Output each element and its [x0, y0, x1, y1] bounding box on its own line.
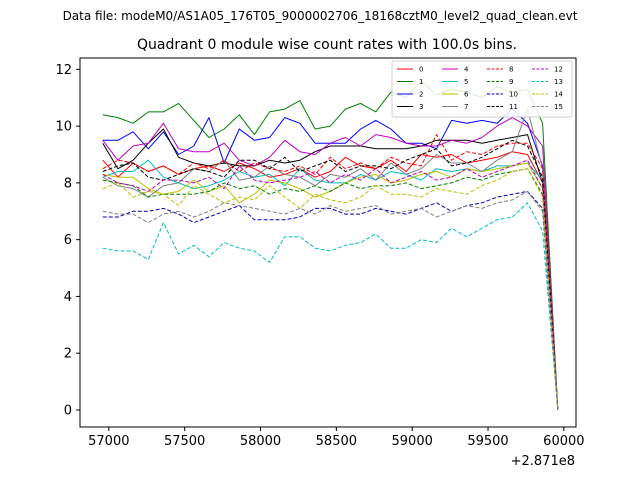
x-tick-label: 59500: [467, 434, 508, 449]
legend-label-15: 15: [554, 103, 563, 111]
y-tick-label: 0: [64, 403, 72, 418]
y-tick-label: 2: [64, 347, 72, 362]
legend-label-12: 12: [554, 66, 563, 74]
plot-area: [102, 80, 559, 411]
legend-label-3: 3: [419, 103, 423, 111]
x-offset-label: +2.871e8: [511, 454, 575, 469]
legend-label-4: 4: [464, 66, 469, 74]
legend-label-0: 0: [419, 66, 423, 74]
series-line-8: [102, 134, 559, 411]
y-axis: 0 2 4 6 8 10 12: [55, 63, 80, 418]
suptitle: Data file: modeM0/AS1A05_176T05_90000027…: [63, 9, 578, 23]
series-line-10: [102, 190, 559, 411]
y-tick-label: 12: [55, 63, 72, 78]
chart-title: Quadrant 0 module wise count rates with …: [137, 37, 517, 53]
legend-label-14: 14: [554, 91, 563, 99]
x-tick-label: 58000: [240, 434, 281, 449]
x-tick-label: 59000: [392, 434, 433, 449]
series-line-14: [102, 168, 559, 411]
series-line-11: [102, 139, 559, 411]
axes-frame: [79, 57, 577, 428]
series-line-4: [102, 117, 559, 411]
legend-label-7: 7: [464, 103, 468, 111]
series-line-0: [102, 151, 559, 411]
legend-label-2: 2: [419, 91, 423, 99]
legend-label-13: 13: [554, 78, 563, 86]
x-tick-label: 57500: [164, 434, 205, 449]
series-line-3: [102, 128, 559, 411]
legend-label-1: 1: [419, 78, 423, 86]
legend-box: [391, 60, 573, 118]
series-line-9: [102, 168, 559, 411]
x-axis: 57000 57500 58000 58500 59000 59500 60000: [88, 427, 585, 449]
legend-label-11: 11: [509, 103, 518, 111]
legend-label-6: 6: [464, 91, 469, 99]
x-tick-label: 57000: [88, 434, 129, 449]
legend-label-10: 10: [509, 91, 518, 99]
y-tick-label: 4: [64, 290, 72, 305]
series-line-15: [102, 190, 559, 411]
legend-label-9: 9: [509, 78, 513, 86]
series-line-13: [102, 202, 559, 411]
x-tick-label: 58500: [316, 434, 357, 449]
x-tick-label: 60000: [543, 434, 584, 449]
legend-label-5: 5: [464, 78, 468, 86]
series-line-7: [102, 108, 559, 411]
legend-label-8: 8: [509, 66, 513, 74]
y-tick-label: 6: [64, 233, 72, 248]
y-tick-label: 10: [55, 120, 72, 135]
y-tick-label: 8: [64, 176, 72, 191]
